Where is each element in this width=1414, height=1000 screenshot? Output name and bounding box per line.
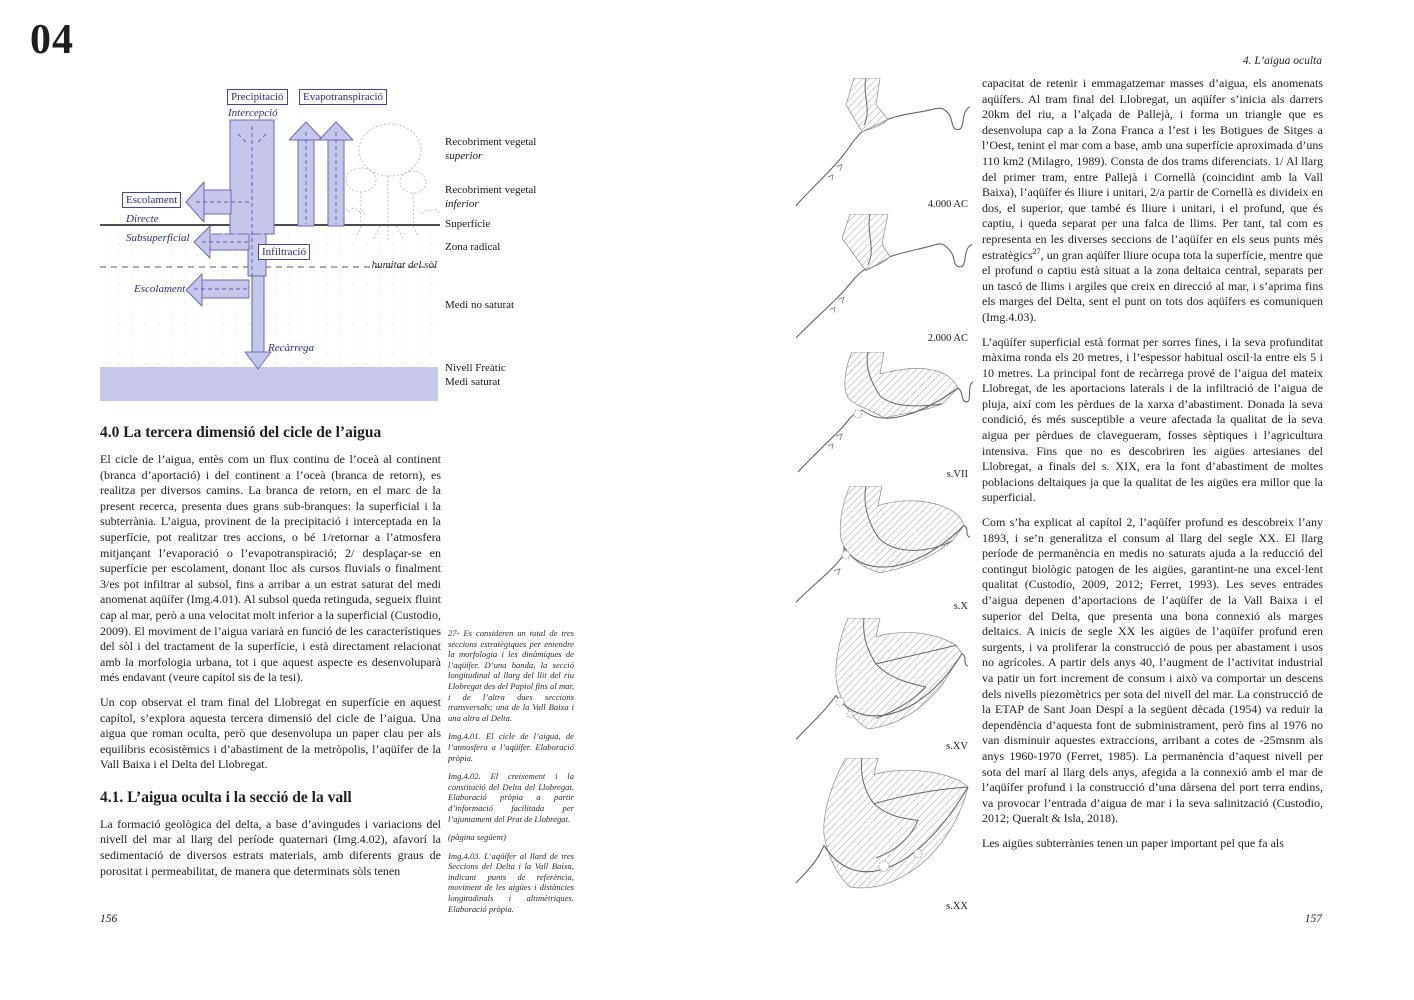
side-label-line: Superfície: [445, 218, 491, 230]
delta-map-drawing: [795, 214, 973, 339]
map-label: 4.000 AC: [927, 199, 968, 210]
label-recarrega: Recàrrega: [268, 342, 315, 354]
section-4-0-heading: 4.0 La tercera dimensió del cicle de l’a…: [100, 424, 382, 441]
side-label-line: Nivell Freàtic: [445, 362, 506, 374]
delta-map-sVII: s.VII: [792, 352, 974, 482]
delta-map-drawing: [795, 758, 969, 889]
label-evapotranspiracio: Evapotranspiració: [299, 89, 388, 105]
footnote-ref-27: 27: [1032, 246, 1041, 256]
label-humitat-del-sol: humitat del sòl: [371, 259, 437, 271]
right-paragraph-3: Com s’ha explicat al capítol 2, l’aqüífe…: [982, 515, 1323, 826]
delta-map-drawing: [795, 486, 971, 603]
delta-map-sX: s.X: [792, 486, 974, 614]
label-directe: Directe: [126, 213, 159, 225]
delta-map-4000ac: 4.000 AC: [792, 78, 974, 212]
section-4-0-paragraph-2: Un cop observat el tram final del Llobre…: [100, 694, 441, 772]
side-label-line: Zona radical: [445, 241, 501, 253]
delta-map-drawing: [797, 352, 974, 473]
caption-next-page-note: (pàgina següent): [448, 832, 506, 843]
label-escolament: Escolament: [122, 192, 182, 208]
right-page-number: 157: [1304, 913, 1322, 925]
paragraph-text: capacitat de retenir i emmagatzemar mass…: [982, 76, 1323, 262]
map-label: 2.000 AC: [927, 333, 968, 344]
right-paragraph-1: capacitat de retenir i emmagatzemar mass…: [982, 76, 1323, 326]
left-page-number: 156: [100, 913, 118, 925]
margin-notes: 27- Es consideren un total de tres secci…: [448, 628, 574, 922]
left-text-column: 4.0 La tercera dimensió del cicle de l’a…: [100, 423, 441, 879]
side-label-nivell-freatic: Nivell Freàtic Medi saturat: [445, 362, 550, 389]
paragraph-text: , un gran aqüífer lliure ocupa tota la s…: [982, 247, 1323, 324]
right-paragraph-4: Les aigües subterrànies tenen un paper i…: [982, 835, 1284, 850]
side-label-line: superior: [445, 149, 483, 162]
right-paragraph-2: L’aqüífer superficial està format per so…: [982, 334, 1323, 505]
map-label: s.XV: [946, 741, 968, 752]
side-label-line: Recobriment vegetal: [445, 136, 537, 148]
side-label-medi-no-saturat: Medi no saturat: [445, 299, 550, 313]
side-label-line: Recobriment vegetal: [445, 184, 537, 196]
map-label: s.X: [953, 601, 968, 612]
saturated-zone-band: [100, 367, 438, 401]
delta-map-2000ac: 2.000 AC: [792, 214, 974, 346]
side-label-line: Medi saturat: [445, 375, 501, 388]
chapter-number: 04: [30, 17, 74, 63]
label-escolament-subterrani: Escolament: [134, 283, 186, 295]
caption-img-4-02: Img.4.02. El creixement i la constitució…: [448, 771, 574, 824]
section-4-0-paragraph-1: El cicle de l’aigua, entès com un flux c…: [100, 452, 441, 685]
footnote-27: 27- Es consideren un total de tres secci…: [448, 628, 574, 723]
delta-map-drawing: [795, 618, 969, 740]
section-4-1-paragraph-1: La formació geològica del delta, a base …: [100, 816, 441, 878]
map-label: s.VII: [946, 469, 968, 480]
right-text-column: capacitat de retenir i emmagatzemar mass…: [982, 76, 1323, 852]
side-label-line: Medi no saturat: [445, 299, 515, 311]
running-header: 4. L’aigua oculta: [1242, 55, 1322, 67]
label-precipitacio: Precipitació: [227, 89, 288, 105]
delta-map-sXX: s.XX: [792, 758, 974, 914]
delta-map-sXV: s.XV: [792, 618, 974, 754]
delta-map-drawing: [795, 78, 971, 207]
caption-img-4-01: Img.4.01. El cicle de l’aigua, de l’atmo…: [448, 731, 574, 763]
caption-img-4-03: Img.4.03. L’aqüífer al llard de tres Sec…: [448, 850, 574, 914]
side-label-line: inferior: [445, 197, 479, 210]
side-label-recobriment-superior: Recobriment vegetal superior: [445, 136, 550, 163]
side-label-recobriment-inferior: Recobriment vegetal inferior: [445, 184, 550, 211]
side-label-superficie: Superfície: [445, 218, 550, 232]
map-label: s.XX: [946, 901, 968, 912]
water-cycle-diagram: Precipitació Evapotranspiració Intercepc…: [100, 84, 550, 406]
side-label-zona-radical: Zona radical: [445, 241, 550, 255]
label-subsuperficial: Subsuperficial: [126, 232, 190, 244]
label-intercepcio: Intercepció: [228, 107, 278, 119]
label-infiltracio: Infiltració: [258, 244, 310, 260]
section-4-1-heading: 4.1. L’aigua oculta i la secció de la va…: [100, 788, 352, 806]
